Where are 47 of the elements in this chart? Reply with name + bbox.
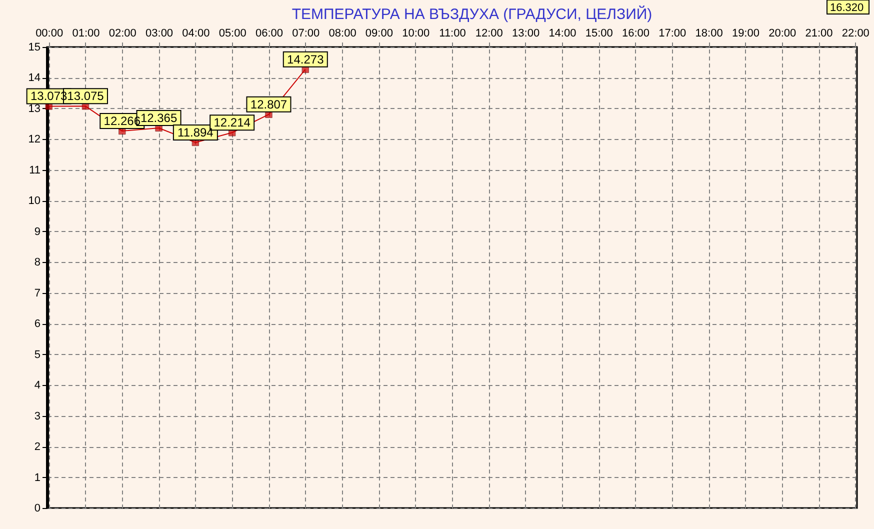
- x-tick-label: 05:00: [218, 28, 246, 40]
- x-tick-label: 01:00: [72, 28, 100, 40]
- y-tick-label: 3: [34, 410, 40, 422]
- x-tick-label: 14:00: [548, 28, 576, 40]
- data-label: 12.214: [214, 116, 251, 130]
- y-tick-label: 4: [34, 380, 40, 392]
- x-tick-label: 13:00: [512, 28, 540, 40]
- x-tick-label: 16:00: [622, 28, 650, 40]
- data-label: 14.273: [287, 52, 324, 66]
- x-tick-label: 20:00: [768, 28, 796, 40]
- y-tick-label: 11: [29, 164, 40, 176]
- x-tick-label: 17:00: [658, 28, 686, 40]
- x-tick-label: 21:00: [805, 28, 833, 40]
- x-tick-label: 11:00: [439, 28, 466, 40]
- y-tick-label: 15: [28, 42, 40, 54]
- data-label: 12.807: [250, 97, 288, 112]
- x-tick-label: 00:00: [36, 28, 64, 40]
- y-tick-label: 0: [34, 502, 40, 514]
- y-tick-label: 10: [28, 195, 40, 208]
- x-tick-label: 07:00: [292, 28, 320, 40]
- x-tick-label: 03:00: [146, 28, 174, 40]
- x-tick-label: 04:00: [182, 28, 210, 40]
- x-tick-label: 19:00: [732, 28, 760, 40]
- y-tick-label: 9: [34, 226, 40, 238]
- chart-title: ТЕМПЕРАТУРА НА ВЪЗДУХА (ГРАДУСИ, ЦЕЛЗИЙ): [292, 5, 652, 23]
- x-tick-label: 08:00: [328, 28, 356, 40]
- y-tick-label: 1: [34, 472, 40, 484]
- x-tick-label: 12:00: [475, 28, 503, 40]
- x-tick-label: 09:00: [365, 28, 393, 40]
- x-tick-label: 02:00: [108, 28, 136, 40]
- data-label: 12.365: [140, 110, 178, 125]
- y-tick-label: 5: [34, 348, 40, 361]
- x-tick-label: 18:00: [695, 28, 723, 40]
- x-tick-label: 10:00: [402, 28, 430, 40]
- x-tick-label: 06:00: [255, 28, 284, 40]
- y-tick-label: 2: [34, 441, 40, 454]
- y-tick-label: 14: [28, 72, 40, 84]
- text: 16.320: [830, 2, 864, 14]
- data-label: 13.075: [67, 89, 104, 104]
- y-tick-label: 13: [28, 102, 40, 115]
- y-tick-label: 12: [28, 134, 40, 146]
- y-tick-label: 6: [34, 318, 40, 330]
- y-tick-label: 7: [34, 287, 40, 300]
- data-label: 11.894: [178, 125, 214, 140]
- x-tick-label: 22:00: [842, 28, 870, 40]
- x-tick-label: 15:00: [585, 28, 613, 40]
- y-tick-label: 8: [34, 256, 40, 269]
